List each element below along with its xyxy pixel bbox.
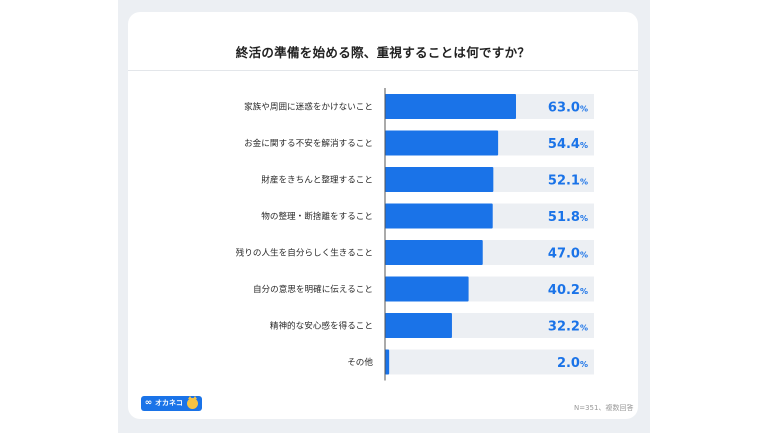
value-label: 2.0% <box>557 356 588 371</box>
category-label: 自分の意思を明確に伝えること <box>253 283 373 295</box>
category-label: 物の整理・断捨離をすること <box>261 210 373 222</box>
infinity-icon: ∞ <box>144 398 153 408</box>
bar <box>385 240 483 265</box>
footnote: N=351、複数回答 <box>574 404 634 412</box>
category-label: その他 <box>347 356 373 368</box>
category-label: 家族や周囲に迷惑をかけないこと <box>244 101 373 113</box>
category-label: お金に関する不安を解消すること <box>244 137 373 149</box>
value-label: 52.1% <box>548 174 588 189</box>
brand-name: オカネコ <box>155 399 183 407</box>
chart-title: 終活の準備を始める際、重視することは何ですか？ <box>235 45 531 60</box>
bar <box>385 349 390 375</box>
bar <box>385 313 452 338</box>
brand-logo: ∞ オカネコ <box>141 396 202 411</box>
value-label: 32.2% <box>548 320 588 335</box>
value-label: 63.0% <box>548 101 588 116</box>
value-label: 40.2% <box>548 283 588 298</box>
category-label: 残りの人生を自分らしく生きること <box>236 247 373 259</box>
bar-track <box>385 349 594 375</box>
bar <box>385 167 494 192</box>
cat-icon <box>186 396 198 409</box>
bar <box>385 94 516 119</box>
title-divider <box>128 70 638 71</box>
bar <box>385 276 469 302</box>
bar <box>385 130 499 156</box>
category-label: 財産をきちんと整理すること <box>261 174 373 186</box>
bar <box>385 203 493 229</box>
value-label: 47.0% <box>548 247 588 262</box>
category-label: 精神的な安心感を得ること <box>270 320 373 332</box>
value-label: 51.8% <box>548 210 588 225</box>
value-label: 54.4% <box>548 137 588 152</box>
